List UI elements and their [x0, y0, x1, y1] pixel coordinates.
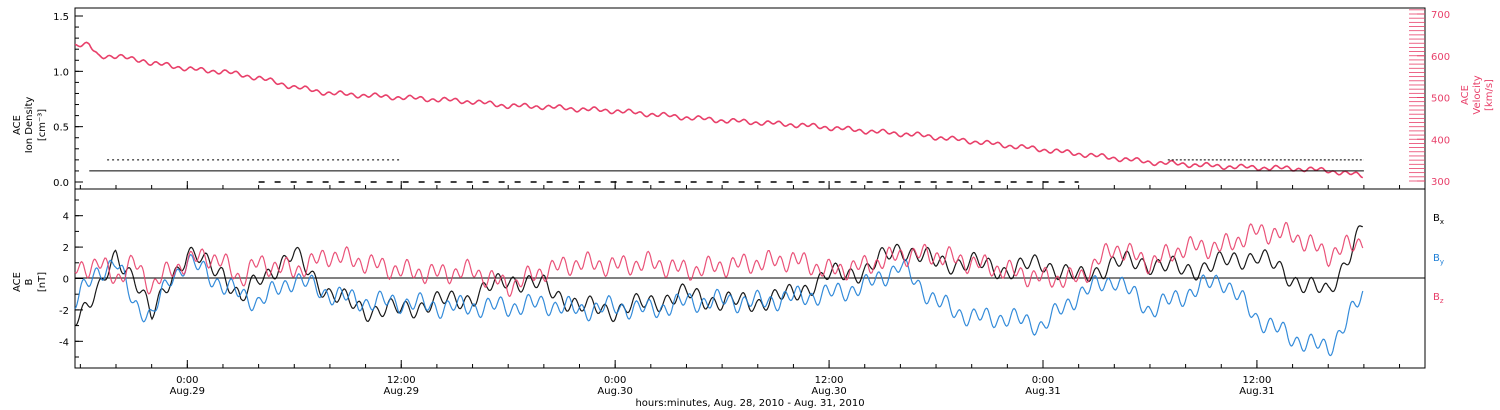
b-tick-label: 0	[63, 275, 69, 286]
date-tick-label: Aug.29	[384, 386, 419, 397]
date-tick-label: Aug.31	[1239, 386, 1274, 397]
velocity-tick-label: 500	[1431, 94, 1450, 105]
velocity-series	[74, 41, 1364, 179]
time-tick-label: 12:00	[1243, 375, 1272, 386]
bz-series	[74, 221, 1364, 298]
velocity-tick-label: 300	[1431, 177, 1450, 188]
top-right-label-1: ACE	[1460, 85, 1471, 105]
time-tick-label: 0:00	[604, 375, 626, 386]
time-tick-label: 0:00	[176, 375, 198, 386]
bx-series	[74, 225, 1363, 326]
density-tick-label: 1.5	[53, 12, 69, 23]
velocity-tick-label: 600	[1431, 52, 1450, 63]
date-tick-label: Aug.29	[170, 386, 205, 397]
density-tick-label: 0.5	[53, 123, 69, 134]
data-layer	[74, 41, 1364, 357]
velocity-tick-label: 400	[1431, 135, 1450, 146]
tick-layer: 0.00.51.01.5300400500600700-4-20240:00Au…	[53, 9, 1450, 397]
b-tick-label: 4	[63, 212, 69, 223]
density-tick-label: 0.0	[53, 178, 69, 189]
x-axis-title: hours:minutes, Aug. 28, 2010 - Aug. 31, …	[635, 398, 864, 409]
bottom-left-label-3: [nT]	[37, 272, 48, 292]
legend-by: By	[1433, 253, 1444, 266]
velocity-tick-label: 700	[1431, 10, 1450, 21]
top-left-label-2: Ion Density	[24, 97, 35, 154]
top-left-label-1: ACE	[12, 115, 23, 135]
legend-bx: Bx	[1433, 213, 1444, 226]
b-tick-label: 2	[63, 243, 69, 254]
density-tick-label: 1.0	[53, 67, 69, 78]
date-tick-label: Aug.30	[811, 386, 846, 397]
time-tick-label: 12:00	[815, 375, 844, 386]
top-left-label-3: [cm⁻³]	[37, 109, 48, 141]
b-tick-label: -4	[59, 337, 69, 348]
legend-bz: Bz	[1433, 292, 1444, 305]
top-right-label-2: Velocity	[1472, 75, 1483, 114]
date-tick-label: Aug.31	[1025, 386, 1060, 397]
date-tick-label: Aug.30	[597, 386, 632, 397]
time-tick-label: 0:00	[1032, 375, 1054, 386]
bottom-left-label-1: ACE	[12, 272, 23, 292]
top-panel-frame	[74, 7, 1426, 190]
by-series	[74, 253, 1364, 357]
top-right-label-3: [km/s]	[1484, 79, 1495, 111]
time-tick-label: 12:00	[387, 375, 416, 386]
b-tick-label: -2	[59, 306, 69, 317]
bottom-left-label-2: B	[24, 278, 35, 285]
